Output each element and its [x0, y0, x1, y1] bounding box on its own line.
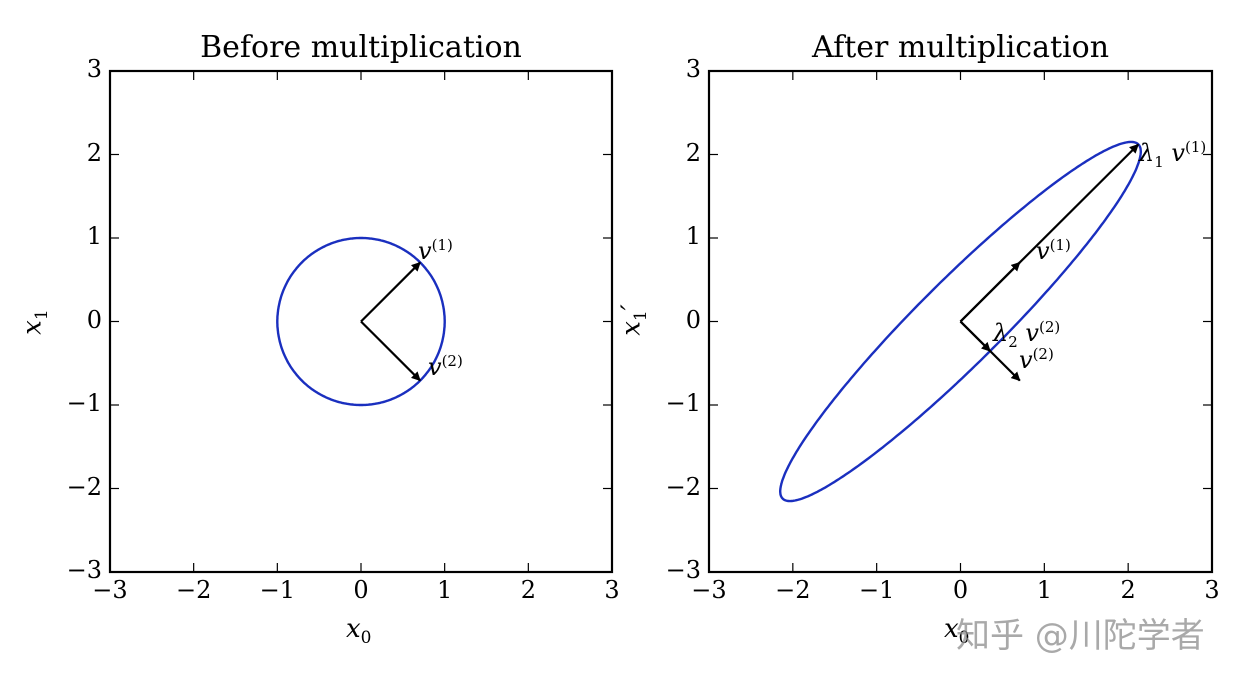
x-tick-label: 1	[1036, 576, 1052, 604]
x-tick-label: 0	[952, 576, 969, 604]
right-v1-label: v(1)	[1036, 236, 1071, 265]
x-tick-label: −2	[775, 576, 811, 604]
right-y-axis-label: x1′	[616, 304, 651, 336]
right-arrow-v-1-	[959, 261, 1021, 323]
x-tick-label: −3	[92, 576, 128, 604]
y-tick-label: 1	[86, 222, 102, 250]
right-plot-area	[707, 69, 1214, 574]
y-tick-label: −2	[665, 472, 701, 501]
y-tick-label: −3	[66, 556, 102, 584]
left-unit-circle	[276, 236, 446, 407]
right-x-axis-label: x0	[944, 614, 970, 649]
left-x-axis-label: x0	[346, 614, 372, 649]
y-tick-label: 3	[86, 55, 102, 83]
x-tick-label: 3	[604, 576, 620, 604]
left-v2-label: v(2)	[428, 352, 463, 381]
x-tick-label: −3	[691, 576, 727, 604]
left-v1-label: v(1)	[418, 236, 453, 265]
x-tick-label: 3	[1204, 576, 1220, 604]
y-tick-label: 1	[685, 222, 701, 250]
left-chart-title: Before multiplication	[200, 30, 522, 65]
y-tick-label: 2	[86, 138, 102, 167]
right-chart-title: After multiplication	[811, 30, 1110, 65]
right-arrow-v-2-	[959, 320, 1021, 382]
y-tick-label: −2	[66, 472, 102, 501]
x-tick-label: −1	[259, 576, 296, 604]
x-tick-label: 0	[353, 576, 369, 604]
x-tick-label: −2	[175, 576, 212, 604]
y-tick-label: −1	[66, 389, 102, 417]
watermark-text: 知乎 @川陀学者	[956, 616, 1205, 656]
y-tick-label: 0	[685, 305, 701, 334]
x-tick-label: 2	[520, 576, 536, 604]
right-lambda2-v2-label: λ2 v(2)	[993, 318, 1061, 351]
left-arrow-v-2-	[360, 320, 421, 382]
y-tick-label: 0	[86, 305, 102, 334]
x-tick-label: −1	[858, 576, 895, 604]
x-tick-label: 1	[437, 576, 453, 604]
y-tick-label: 2	[685, 138, 701, 167]
left-y-axis-label: x1	[17, 309, 52, 335]
y-tick-label: −1	[665, 389, 701, 417]
right-ellipse-curve	[779, 140, 1143, 503]
right-v2-label: v(2)	[1019, 345, 1054, 374]
y-tick-label: −3	[665, 556, 701, 584]
right-lambda1-v1-label: λ1 v(1)	[1139, 138, 1207, 171]
y-tick-label: 3	[685, 55, 701, 83]
left-arrow-v-1-	[360, 261, 421, 323]
left-plot-area	[108, 69, 614, 574]
x-tick-label: 2	[1120, 576, 1136, 604]
